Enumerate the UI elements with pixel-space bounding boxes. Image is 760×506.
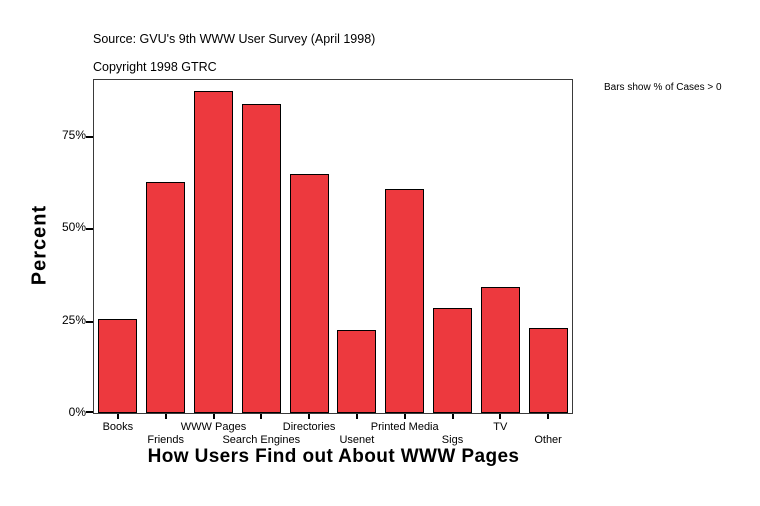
bar-www-pages <box>194 91 233 413</box>
bar-friends <box>146 181 186 413</box>
bar-printed-media <box>385 189 425 413</box>
y-axis-tick <box>86 411 93 413</box>
y-axis-title: Percent <box>28 204 51 286</box>
bar-usenet <box>337 329 377 413</box>
bar-sigs <box>433 307 472 413</box>
y-axis-tick <box>86 135 93 138</box>
bar-other <box>528 327 568 413</box>
x-category-label: Other <box>534 434 562 446</box>
x-axis-tick <box>260 414 263 419</box>
x-category-label: Usenet <box>339 434 375 446</box>
y-tick-label: 75% <box>61 127 86 142</box>
x-axis-tick <box>164 414 167 419</box>
copyright-line: Copyright 1998 GTRC <box>93 60 217 74</box>
x-axis-tick <box>308 414 311 419</box>
y-axis-tick <box>86 228 93 230</box>
bar-directories <box>289 174 329 413</box>
x-axis-tick <box>355 414 358 419</box>
x-axis-tick <box>451 414 454 419</box>
y-axis-tick <box>86 320 93 323</box>
annotation-note: Bars show % of Cases > 0 <box>604 82 722 93</box>
x-category-label: Directories <box>282 421 336 433</box>
y-tick-label: 0% <box>68 405 86 419</box>
bar-tv <box>480 287 520 413</box>
x-category-label: Search Engines <box>222 434 301 446</box>
bar-search-engines <box>241 104 281 413</box>
x-category-label: Printed Media <box>370 421 439 433</box>
x-category-label: Friends <box>147 434 185 446</box>
y-tick-label: 50% <box>61 220 86 234</box>
x-axis-tick <box>116 414 119 419</box>
x-axis-tick <box>403 414 406 419</box>
bar-books <box>98 318 138 413</box>
x-axis-tick <box>547 414 550 419</box>
x-category-label: WWW Pages <box>180 421 247 433</box>
source-line: Source: GVU's 9th WWW User Survey (April… <box>93 32 376 46</box>
plot-area <box>86 79 573 419</box>
y-tick-label: 25% <box>61 312 86 327</box>
x-category-label: TV <box>493 421 508 433</box>
x-category-label: Sigs <box>441 434 464 446</box>
x-category-label: Books <box>102 421 134 433</box>
x-axis-tick <box>212 414 215 419</box>
chart-title: How Users Find out About WWW Pages <box>147 446 520 467</box>
x-axis-tick <box>499 414 502 419</box>
